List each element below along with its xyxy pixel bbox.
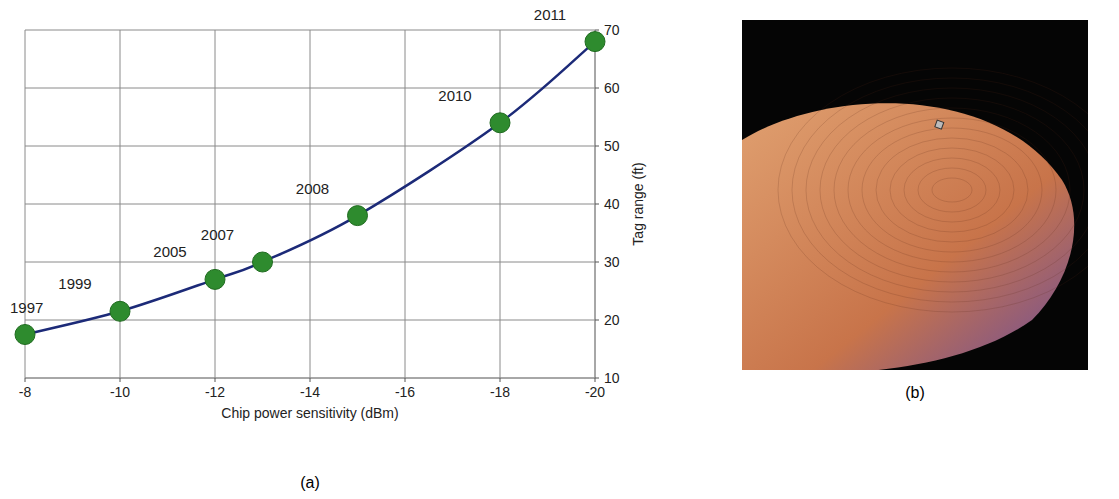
y-grid-line [25, 88, 595, 89]
y-grid-line [25, 262, 595, 263]
fingerprint-ridge [834, 108, 1070, 272]
y-grid-line [25, 146, 595, 147]
fingerprint-ridge [932, 178, 972, 202]
x-tick-label: -12 [205, 384, 225, 400]
y-tick [595, 262, 599, 263]
point-marker [110, 301, 130, 321]
x-tick [595, 378, 596, 382]
x-tick-label: -16 [395, 384, 415, 400]
y-tick [595, 146, 599, 147]
panel-label: (b) [905, 384, 925, 401]
y-grid-line [25, 320, 595, 321]
y-grid-line [25, 30, 595, 31]
y-axis-title: Tag range (ft) [630, 162, 646, 245]
x-tick [310, 378, 311, 382]
x-axis-title: Chip power sensitivity (dBm) [221, 405, 398, 421]
fingerprint-ridge [862, 128, 1042, 252]
rfid-chip [935, 120, 944, 129]
fingerprint-ridge [918, 168, 986, 212]
x-tick-label: -20 [585, 384, 605, 400]
fingerprint-ridge [778, 68, 1088, 312]
grid [25, 30, 595, 378]
y-tick [595, 88, 599, 89]
plot-area [15, 32, 605, 345]
x-tick-label: -14 [300, 384, 320, 400]
point-marker [15, 325, 35, 345]
y-tick-label: 10 [604, 370, 620, 386]
y-tick-label: 50 [604, 138, 620, 154]
x-tick-label: -8 [19, 384, 32, 400]
point-marker [348, 206, 368, 226]
y-tick-label: 60 [604, 80, 620, 96]
x-tick [500, 378, 501, 382]
y-tick [595, 320, 599, 321]
point-marker [253, 252, 273, 272]
point-label: 2011 [534, 6, 566, 23]
y-tick [595, 378, 599, 379]
point-marker [205, 269, 225, 289]
point-label: 2008 [296, 180, 329, 197]
point-label: 1999 [58, 275, 91, 292]
x-tick [405, 378, 406, 382]
series-line [25, 42, 595, 335]
y-tick-label: 70 [604, 22, 620, 38]
fingerprint-ridge [876, 138, 1028, 242]
point-label: 2005 [153, 243, 186, 260]
point-label: 2007 [201, 226, 234, 243]
y-tick-label: 30 [604, 254, 620, 270]
point-label: 1997 [10, 299, 43, 316]
photo [742, 20, 1088, 370]
x-tick-label: -10 [110, 384, 130, 400]
point-marker [585, 32, 605, 52]
figure: -8 -10 -12 -14 -16 -18 -2010 20 30 40 50 60 70 Chip p… [0, 0, 1119, 499]
y-tick-label: 40 [604, 196, 620, 212]
fingerprint-ridge [820, 98, 1084, 282]
fingerprint-ridge [890, 148, 1014, 232]
x-tick [25, 378, 26, 382]
fingerprint-ridge [806, 88, 1088, 292]
y-grid-line [25, 204, 595, 205]
x-tick [120, 378, 121, 382]
y-tick [595, 204, 599, 205]
fingerprint-ridge [904, 158, 1000, 222]
y-tick-label: 20 [604, 312, 620, 328]
fingerprint-ridge [848, 118, 1056, 262]
fingerprint-ridge [792, 78, 1088, 302]
y-tick [595, 30, 599, 31]
x-tick-label: -18 [490, 384, 510, 400]
point-label: 2010 [438, 87, 471, 104]
panel-label: (a) [300, 474, 320, 491]
x-tick [215, 378, 216, 382]
point-marker [490, 113, 510, 133]
